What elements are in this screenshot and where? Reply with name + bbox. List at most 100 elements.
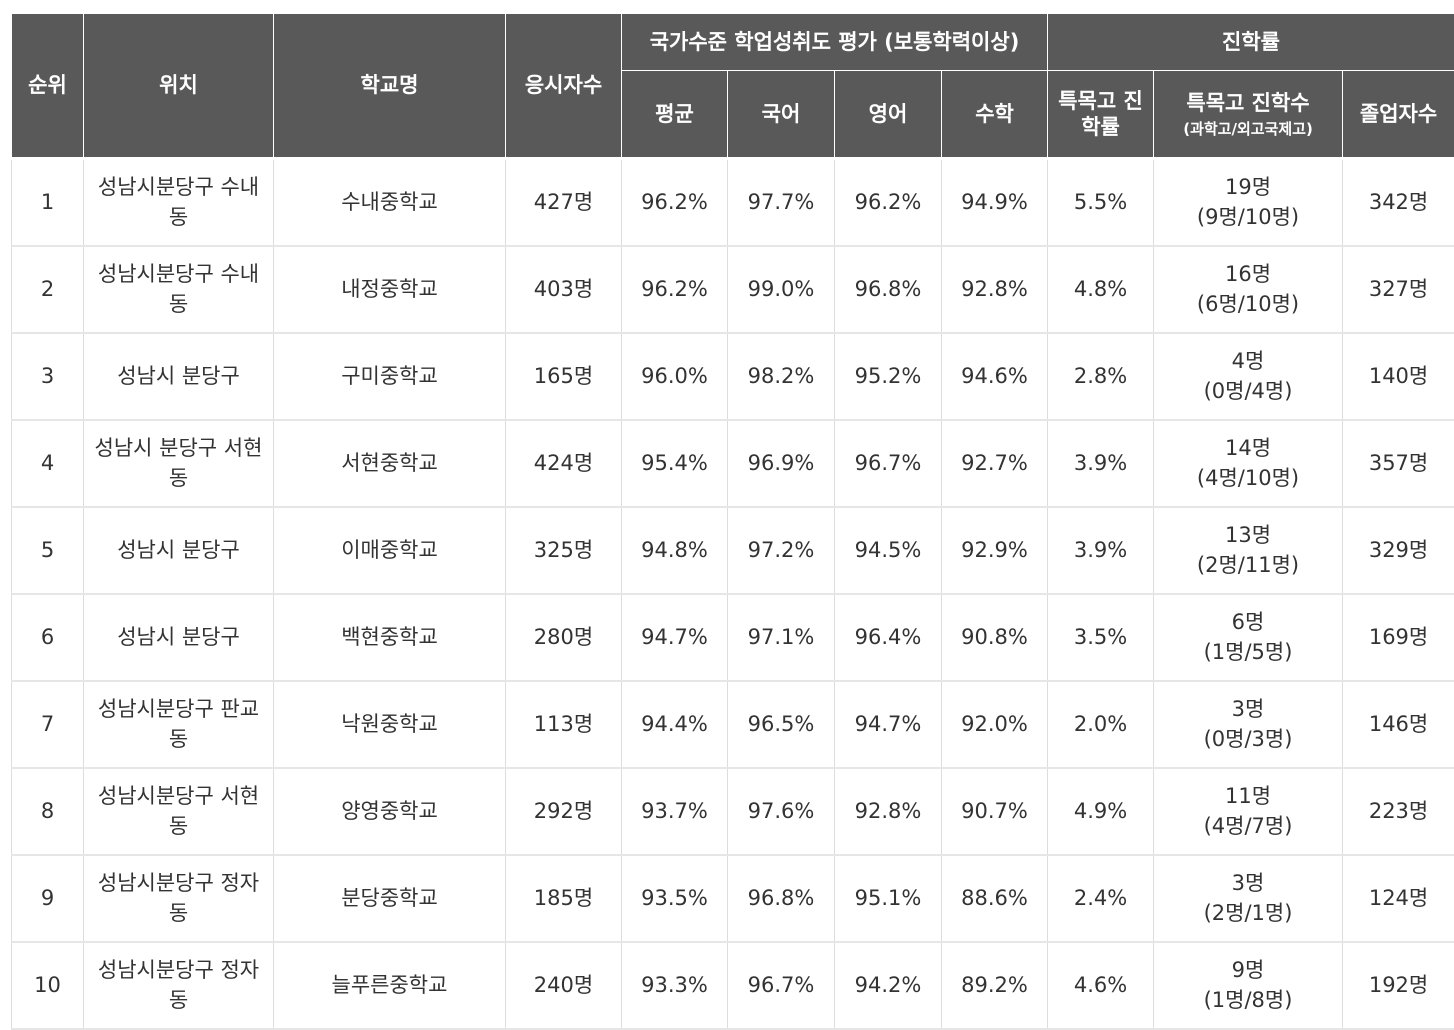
header-rank: 순위 <box>12 14 84 159</box>
cell-average: 94.7% <box>622 594 728 681</box>
cell-rank: 7 <box>12 681 84 768</box>
cell-rank: 8 <box>12 768 84 855</box>
cell-korean: 97.1% <box>728 594 835 681</box>
cell-school: 이매중학교 <box>274 507 506 594</box>
special-count-total: 19명 <box>1160 173 1336 202</box>
header-special-count-label: 특목고 진학수 <box>1186 91 1309 115</box>
cell-average: 95.4% <box>622 420 728 507</box>
cell-special-count: 11명(4명/7명) <box>1154 768 1343 855</box>
cell-special-rate: 3.9% <box>1048 507 1154 594</box>
cell-examinees: 240명 <box>506 942 622 1029</box>
special-count-total: 16명 <box>1160 260 1336 289</box>
cell-english: 96.8% <box>835 246 942 333</box>
cell-location: 성남시분당구 판교동 <box>84 681 274 768</box>
cell-english: 94.5% <box>835 507 942 594</box>
cell-examinees: 292명 <box>506 768 622 855</box>
cell-korean: 98.2% <box>728 333 835 420</box>
cell-special-rate: 3.5% <box>1048 594 1154 681</box>
cell-location: 성남시 분당구 <box>84 333 274 420</box>
special-count-detail: (9명/10명) <box>1160 203 1336 232</box>
special-count-total: 9명 <box>1160 956 1336 985</box>
cell-rank: 3 <box>12 333 84 420</box>
special-count-total: 6명 <box>1160 608 1336 637</box>
header-special-count-sub: (과학고/외고국제고) <box>1158 120 1338 139</box>
cell-english: 96.4% <box>835 594 942 681</box>
cell-graduates: 169명 <box>1343 594 1454 681</box>
cell-location: 성남시 분당구 서현동 <box>84 420 274 507</box>
cell-graduates: 223명 <box>1343 768 1454 855</box>
cell-korean: 97.7% <box>728 159 835 247</box>
special-count-total: 4명 <box>1160 347 1336 376</box>
cell-korean: 97.2% <box>728 507 835 594</box>
cell-school: 내정중학교 <box>274 246 506 333</box>
cell-rank: 10 <box>12 942 84 1029</box>
cell-rank: 2 <box>12 246 84 333</box>
special-count-total: 14명 <box>1160 434 1336 463</box>
cell-graduates: 327명 <box>1343 246 1454 333</box>
cell-graduates: 124명 <box>1343 855 1454 942</box>
cell-english: 96.7% <box>835 420 942 507</box>
cell-rank: 9 <box>12 855 84 942</box>
cell-special-rate: 5.5% <box>1048 159 1154 247</box>
cell-school: 양영중학교 <box>274 768 506 855</box>
header-special-rate: 특목고 진학률 <box>1048 71 1154 159</box>
cell-special-count: 19명(9명/10명) <box>1154 159 1343 247</box>
cell-special-count: 6명(1명/5명) <box>1154 594 1343 681</box>
cell-math: 92.7% <box>942 420 1048 507</box>
cell-school: 백현중학교 <box>274 594 506 681</box>
cell-school: 분당중학교 <box>274 855 506 942</box>
cell-average: 96.2% <box>622 159 728 247</box>
cell-english: 94.7% <box>835 681 942 768</box>
cell-average: 93.3% <box>622 942 728 1029</box>
cell-location: 성남시분당구 정자동 <box>84 942 274 1029</box>
special-count-detail: (0명/3명) <box>1160 725 1336 754</box>
cell-rank: 5 <box>12 507 84 594</box>
ranking-table-container: 순위 위치 학교명 응시자수 국가수준 학업성취도 평가 (보통학력이상) 진학… <box>11 13 1454 1030</box>
special-count-detail: (0명/4명) <box>1160 377 1336 406</box>
special-count-detail: (6명/10명) <box>1160 290 1336 319</box>
cell-location: 성남시분당구 정자동 <box>84 855 274 942</box>
cell-special-rate: 3.9% <box>1048 420 1154 507</box>
cell-korean: 96.9% <box>728 420 835 507</box>
cell-average: 93.7% <box>622 768 728 855</box>
cell-special-count: 14명(4명/10명) <box>1154 420 1343 507</box>
cell-math: 92.9% <box>942 507 1048 594</box>
cell-english: 94.2% <box>835 942 942 1029</box>
cell-average: 96.2% <box>622 246 728 333</box>
cell-school: 수내중학교 <box>274 159 506 247</box>
header-math: 수학 <box>942 71 1048 159</box>
special-count-total: 3명 <box>1160 869 1336 898</box>
cell-math: 89.2% <box>942 942 1048 1029</box>
cell-special-rate: 4.9% <box>1048 768 1154 855</box>
cell-special-count: 3명(0명/3명) <box>1154 681 1343 768</box>
cell-special-count: 4명(0명/4명) <box>1154 333 1343 420</box>
cell-rank: 4 <box>12 420 84 507</box>
cell-special-count: 9명(1명/8명) <box>1154 942 1343 1029</box>
header-english: 영어 <box>835 71 942 159</box>
cell-special-rate: 4.8% <box>1048 246 1154 333</box>
cell-school: 구미중학교 <box>274 333 506 420</box>
cell-korean: 96.8% <box>728 855 835 942</box>
cell-school: 서현중학교 <box>274 420 506 507</box>
cell-examinees: 165명 <box>506 333 622 420</box>
cell-special-count: 3명(2명/1명) <box>1154 855 1343 942</box>
cell-examinees: 185명 <box>506 855 622 942</box>
header-location: 위치 <box>84 14 274 159</box>
header-korean: 국어 <box>728 71 835 159</box>
cell-graduates: 140명 <box>1343 333 1454 420</box>
cell-average: 93.5% <box>622 855 728 942</box>
cell-special-count: 13명(2명/11명) <box>1154 507 1343 594</box>
cell-location: 성남시분당구 수내동 <box>84 246 274 333</box>
cell-math: 94.6% <box>942 333 1048 420</box>
cell-math: 90.7% <box>942 768 1048 855</box>
cell-rank: 6 <box>12 594 84 681</box>
